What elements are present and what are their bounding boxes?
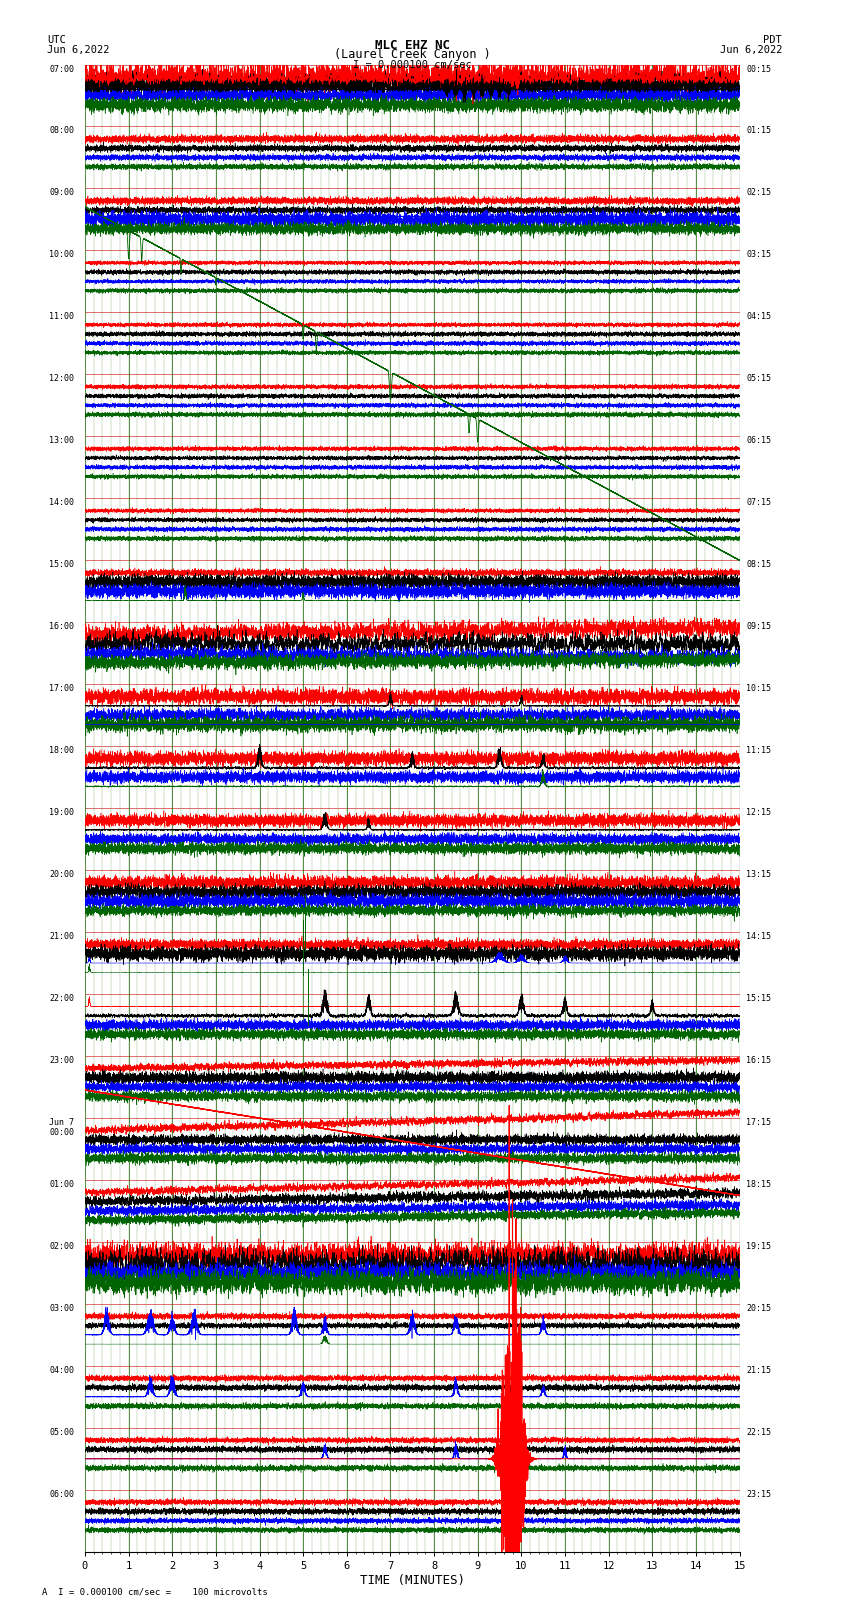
Text: 01:00: 01:00 bbox=[49, 1181, 74, 1189]
Text: 07:15: 07:15 bbox=[746, 498, 771, 506]
Text: 02:00: 02:00 bbox=[49, 1242, 74, 1250]
Text: 04:15: 04:15 bbox=[746, 313, 771, 321]
Text: 03:00: 03:00 bbox=[49, 1303, 74, 1313]
Text: Jun 7
00:00: Jun 7 00:00 bbox=[49, 1118, 74, 1137]
Text: Jun 6,2022: Jun 6,2022 bbox=[47, 45, 110, 55]
Text: 05:00: 05:00 bbox=[49, 1428, 74, 1437]
Text: 06:15: 06:15 bbox=[746, 436, 771, 445]
Text: 01:15: 01:15 bbox=[746, 126, 771, 135]
Text: 12:15: 12:15 bbox=[746, 808, 771, 818]
Text: Jun 6,2022: Jun 6,2022 bbox=[719, 45, 782, 55]
Text: 16:00: 16:00 bbox=[49, 623, 74, 631]
Text: 19:15: 19:15 bbox=[746, 1242, 771, 1250]
Text: 11:15: 11:15 bbox=[746, 747, 771, 755]
Text: 23:15: 23:15 bbox=[746, 1490, 771, 1498]
Text: 02:15: 02:15 bbox=[746, 189, 771, 197]
Text: 14:00: 14:00 bbox=[49, 498, 74, 506]
Text: 20:00: 20:00 bbox=[49, 869, 74, 879]
Text: 08:15: 08:15 bbox=[746, 560, 771, 569]
Text: 10:15: 10:15 bbox=[746, 684, 771, 694]
Text: 13:00: 13:00 bbox=[49, 436, 74, 445]
Text: 09:00: 09:00 bbox=[49, 189, 74, 197]
Text: 18:15: 18:15 bbox=[746, 1181, 771, 1189]
Text: 14:15: 14:15 bbox=[746, 932, 771, 940]
Text: 20:15: 20:15 bbox=[746, 1303, 771, 1313]
Text: 17:00: 17:00 bbox=[49, 684, 74, 694]
Text: 11:00: 11:00 bbox=[49, 313, 74, 321]
Text: 15:00: 15:00 bbox=[49, 560, 74, 569]
X-axis label: TIME (MINUTES): TIME (MINUTES) bbox=[360, 1574, 465, 1587]
Text: 21:15: 21:15 bbox=[746, 1366, 771, 1374]
Text: 12:00: 12:00 bbox=[49, 374, 74, 384]
Text: MLC EHZ NC: MLC EHZ NC bbox=[375, 39, 450, 52]
Text: 00:15: 00:15 bbox=[746, 65, 771, 74]
Text: 17:15: 17:15 bbox=[746, 1118, 771, 1127]
Text: PDT: PDT bbox=[763, 35, 782, 45]
Text: 18:00: 18:00 bbox=[49, 747, 74, 755]
Text: 15:15: 15:15 bbox=[746, 994, 771, 1003]
Text: 22:00: 22:00 bbox=[49, 994, 74, 1003]
Text: (Laurel Creek Canyon ): (Laurel Creek Canyon ) bbox=[334, 48, 490, 61]
Text: 16:15: 16:15 bbox=[746, 1057, 771, 1065]
Text: 21:00: 21:00 bbox=[49, 932, 74, 940]
Text: 05:15: 05:15 bbox=[746, 374, 771, 384]
Text: 22:15: 22:15 bbox=[746, 1428, 771, 1437]
Text: 19:00: 19:00 bbox=[49, 808, 74, 818]
Text: UTC: UTC bbox=[47, 35, 65, 45]
Text: A  I = 0.000100 cm/sec =    100 microvolts: A I = 0.000100 cm/sec = 100 microvolts bbox=[42, 1587, 269, 1597]
Text: 03:15: 03:15 bbox=[746, 250, 771, 260]
Text: 23:00: 23:00 bbox=[49, 1057, 74, 1065]
Text: 07:00: 07:00 bbox=[49, 65, 74, 74]
Text: 09:15: 09:15 bbox=[746, 623, 771, 631]
Text: 04:00: 04:00 bbox=[49, 1366, 74, 1374]
Text: 13:15: 13:15 bbox=[746, 869, 771, 879]
Text: I = 0.000100 cm/sec: I = 0.000100 cm/sec bbox=[353, 60, 472, 69]
Text: 10:00: 10:00 bbox=[49, 250, 74, 260]
Text: 06:00: 06:00 bbox=[49, 1490, 74, 1498]
Text: 08:00: 08:00 bbox=[49, 126, 74, 135]
